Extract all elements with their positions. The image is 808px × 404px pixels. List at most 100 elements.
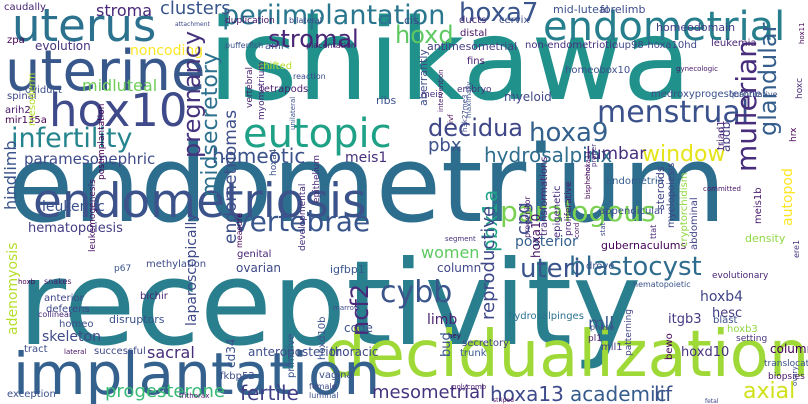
word-pbx: pbx	[428, 135, 462, 156]
word-striped: committed	[703, 185, 741, 193]
word-abdominal: gubernaculums	[601, 239, 687, 252]
word-cd34: laparoscopically	[184, 213, 200, 326]
word-ishikawa: ishikawa	[208, 0, 692, 126]
word-female: female	[309, 382, 337, 391]
word-decidua: decidua	[428, 114, 524, 142]
word-leukemogenesis: leukemogenesis	[88, 179, 98, 252]
word-disruptors: disruptors	[109, 313, 165, 326]
word-polycomb: polycomb	[452, 383, 487, 391]
word-stromal: stromal	[268, 25, 359, 53]
word-arih2: arih2	[5, 105, 31, 116]
word-proper: stat	[599, 222, 607, 236]
word-placentation: placentation	[306, 41, 356, 50]
word-bilateral: h3k27me3	[461, 94, 469, 132]
word-drove: density	[745, 232, 786, 245]
word-skeleton: skeleton	[42, 329, 101, 345]
word-hematopoietic: patterning	[624, 309, 634, 356]
word-duplication: ivf	[447, 114, 455, 123]
word-steroids: steroids	[654, 166, 667, 210]
word-embryo: embryo	[457, 85, 492, 95]
word-endometriosis: endometriosis	[33, 174, 367, 229]
word-uterus: uterus	[12, 0, 157, 52]
word-h3k27me3: attachment	[175, 21, 210, 28]
word-forelimb: forelimb	[600, 3, 646, 16]
word-fetal: measure	[235, 213, 244, 248]
word-meis: meis	[421, 90, 443, 100]
word-gp91: columnar	[770, 342, 808, 356]
word-cpg: marrow	[333, 304, 360, 312]
word-anteroposterior: cd34	[224, 338, 238, 368]
word-hoxa9: hoxa9	[529, 118, 609, 148]
word-secretory: trunk	[460, 348, 487, 359]
word-evolution: evolution	[35, 39, 91, 53]
word-hoxb3: setting	[736, 334, 768, 344]
word-aberrantly: aberrantly	[417, 49, 430, 106]
word-cord: hoxb	[18, 278, 36, 286]
word-gynecologic: gynecologic	[676, 65, 718, 73]
word-myometrium: myometrium	[257, 61, 267, 120]
word-ribs: ribs	[376, 94, 397, 107]
word-blast: hoxb3	[727, 324, 758, 335]
word-hoxa4: hoxa4	[269, 148, 279, 176]
word-nup98-hoxa10hd: nup98-hoxa10hd	[612, 40, 697, 51]
word-leukemic: leukemic	[42, 199, 105, 215]
word-anterior: anterior	[44, 293, 84, 304]
word-postimplantation: postimplantation	[97, 103, 107, 180]
word-paralogous: paralogous	[500, 195, 656, 228]
word-hox11: proper	[590, 143, 598, 167]
word-fins: fins	[467, 56, 485, 67]
word-hoxd10: hoxd10	[681, 345, 730, 360]
word-pl1: phase	[590, 323, 615, 332]
word-tract: tract	[24, 344, 48, 355]
word-bewo: pl1	[588, 334, 602, 344]
word-appendicular: abdominal	[689, 197, 700, 250]
word-stroma: stroma	[96, 1, 153, 20]
word-biopsies: cord	[573, 222, 581, 238]
word-axial: axial	[743, 379, 796, 404]
word-bud: code	[344, 321, 373, 335]
word-hox10: hox10	[49, 84, 188, 137]
word-mesometrial: mesometrial	[372, 382, 486, 403]
word-measure: segment	[445, 235, 476, 243]
word-quantitative: quantitative	[729, 90, 778, 99]
word-glandular: glandular	[754, 22, 782, 136]
word-translocations: fetal	[705, 398, 719, 404]
word-luminal: luminal	[309, 391, 339, 400]
word-caudally: caudally	[4, 2, 46, 13]
word-hesc: hesc	[712, 306, 743, 321]
word-oviduct: oviduct	[25, 85, 62, 96]
word-density: ere1	[792, 239, 801, 258]
word-endometria: endometria	[606, 176, 664, 187]
word-fkbp52: fkbp52	[220, 371, 255, 382]
word-periimplantation: periimplantation	[222, 0, 446, 31]
word-exception: exception	[7, 389, 56, 400]
word-trunk: hydrosalpinges	[508, 311, 584, 322]
word-endometrium: endometrium	[8, 123, 727, 246]
word-infertility: infertility	[11, 123, 133, 154]
word-progesterone: progesterone	[105, 381, 225, 402]
word-clusters: clusters	[160, 0, 231, 19]
word-adenomyosis: adenomyosis	[5, 242, 21, 335]
word-reproductive: reproductive	[478, 205, 499, 320]
word-posterior: posterior	[515, 234, 578, 250]
word-homeotic: homeotic	[212, 144, 306, 168]
word-p67: p67	[114, 264, 132, 274]
word-receptivity: receptivity	[18, 235, 642, 372]
word-women: women	[421, 243, 480, 262]
word-blastocyst: blastocyst	[569, 252, 702, 282]
word-itgb3: itgb3	[668, 312, 702, 327]
word-hydrosalpinx: hydrosalpinx	[484, 143, 613, 167]
word-shifted: shifted	[258, 61, 293, 72]
word-committed: hox11	[798, 22, 806, 44]
word-hoxa13: hoxa13	[490, 382, 564, 404]
word-snakes: snakes	[44, 277, 72, 286]
word-fertile: fertile	[240, 381, 299, 404]
word-spinal: spinal	[7, 91, 37, 102]
word-collinear: collinear	[38, 310, 73, 319]
word-hoxd: hoxd	[395, 21, 454, 49]
word-attachment: duplication	[225, 16, 275, 26]
word-marrow: biopsies	[768, 372, 805, 382]
word-mir135a: mir135a	[5, 115, 47, 126]
word-hydrosalpinges: bud	[439, 332, 454, 357]
